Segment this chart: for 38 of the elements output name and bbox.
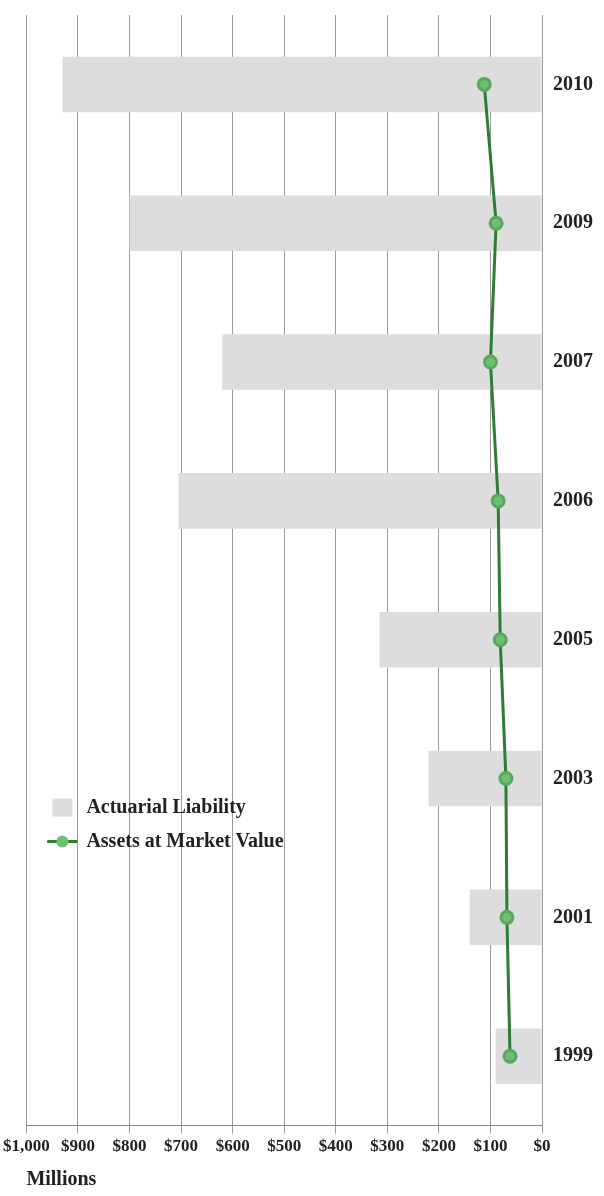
x-tick-label: $500 bbox=[267, 1136, 302, 1156]
point bbox=[476, 76, 492, 92]
y-tick-label: 1999 bbox=[553, 1043, 593, 1066]
x-axis-title: Millions bbox=[26, 1167, 97, 1190]
point bbox=[498, 771, 514, 787]
bar bbox=[495, 1028, 542, 1084]
y-tick-label: 2007 bbox=[553, 349, 593, 372]
bar bbox=[469, 889, 542, 946]
y-tick-label: 2003 bbox=[553, 765, 593, 788]
x-tick-label: $0 bbox=[533, 1136, 551, 1156]
y-tick-label: 2001 bbox=[553, 904, 593, 927]
bar bbox=[428, 750, 542, 807]
x-tick-label: $600 bbox=[215, 1136, 250, 1156]
x-tick-label: $800 bbox=[112, 1136, 147, 1156]
point bbox=[488, 215, 504, 231]
point bbox=[499, 909, 515, 925]
y-tick-label: 2005 bbox=[553, 626, 593, 649]
bar bbox=[379, 611, 542, 668]
x-tick-label: $700 bbox=[164, 1136, 199, 1156]
x-tick-label: $400 bbox=[318, 1136, 353, 1156]
bar bbox=[178, 473, 542, 529]
x-tick-label: $900 bbox=[60, 1136, 95, 1156]
y-tick-label: 2009 bbox=[553, 210, 593, 233]
point bbox=[482, 354, 498, 370]
legend-label: Assets at Market Value bbox=[86, 828, 284, 851]
bar bbox=[129, 195, 542, 251]
x-tick-label: $200 bbox=[421, 1136, 456, 1156]
bar bbox=[222, 334, 542, 390]
legend-label: Actuarial Liability bbox=[86, 794, 246, 818]
x-tick-label: $300 bbox=[370, 1136, 405, 1156]
point bbox=[502, 1048, 518, 1064]
point bbox=[492, 632, 508, 648]
x-tick-label: $1,000 bbox=[3, 1136, 50, 1156]
bar bbox=[62, 56, 542, 113]
point bbox=[490, 493, 506, 509]
y-tick-label: 2006 bbox=[553, 488, 593, 511]
x-tick-label: $100 bbox=[473, 1136, 508, 1156]
y-tick-label: 2010 bbox=[553, 71, 593, 94]
